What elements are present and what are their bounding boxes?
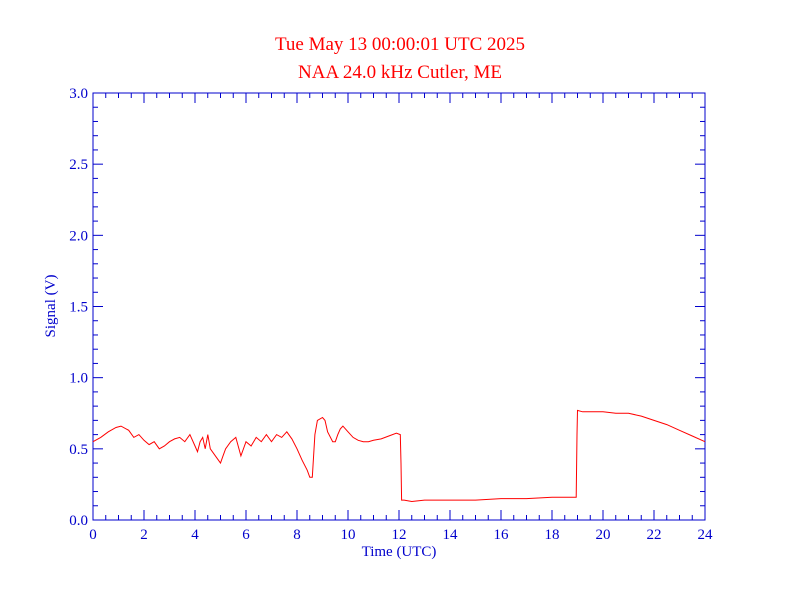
x-axis-label: Time (UTC) bbox=[362, 544, 437, 560]
y-tick-label: 0.0 bbox=[69, 513, 88, 529]
y-tick-label: 0.5 bbox=[69, 442, 88, 458]
plot-frame bbox=[92, 92, 706, 521]
y-tick-label: 2.0 bbox=[69, 228, 88, 244]
chart-subtitle: NAA 24.0 kHz Cutler, ME bbox=[298, 62, 502, 83]
x-tick-label: 16 bbox=[494, 527, 510, 543]
axis-ticks bbox=[92, 92, 706, 521]
y-tick-label: 1.5 bbox=[69, 300, 88, 316]
y-tick-label: 1.0 bbox=[69, 371, 88, 387]
chart-title: Tue May 13 00:00:01 UTC 2025 bbox=[275, 34, 525, 55]
y-axis-label: Signal (V) bbox=[43, 275, 59, 338]
x-tick-label: 4 bbox=[191, 527, 199, 543]
axis-tick-labels: 0 2 4 6 8 10 12 14 16 18 20 22 240.00.51.01.52.02.53… bbox=[69, 86, 713, 543]
x-tick-label: 14 bbox=[443, 527, 459, 543]
x-tick-label: 2 bbox=[140, 527, 148, 543]
x-tick-label: 22 bbox=[647, 527, 662, 543]
x-tick-label: 24 bbox=[698, 527, 714, 543]
x-tick-label: 12 bbox=[392, 527, 407, 543]
x-tick-label: 10 bbox=[341, 527, 356, 543]
y-tick-label: 2.5 bbox=[69, 157, 88, 173]
x-tick-label: 20 bbox=[596, 527, 611, 543]
x-tick-label: 18 bbox=[545, 527, 560, 543]
x-tick-label: 8 bbox=[293, 527, 301, 543]
signal-series-line bbox=[92, 409, 706, 503]
x-tick-label: 0 bbox=[89, 527, 97, 543]
x-tick-label: 6 bbox=[242, 527, 250, 543]
y-tick-label: 3.0 bbox=[69, 86, 88, 102]
